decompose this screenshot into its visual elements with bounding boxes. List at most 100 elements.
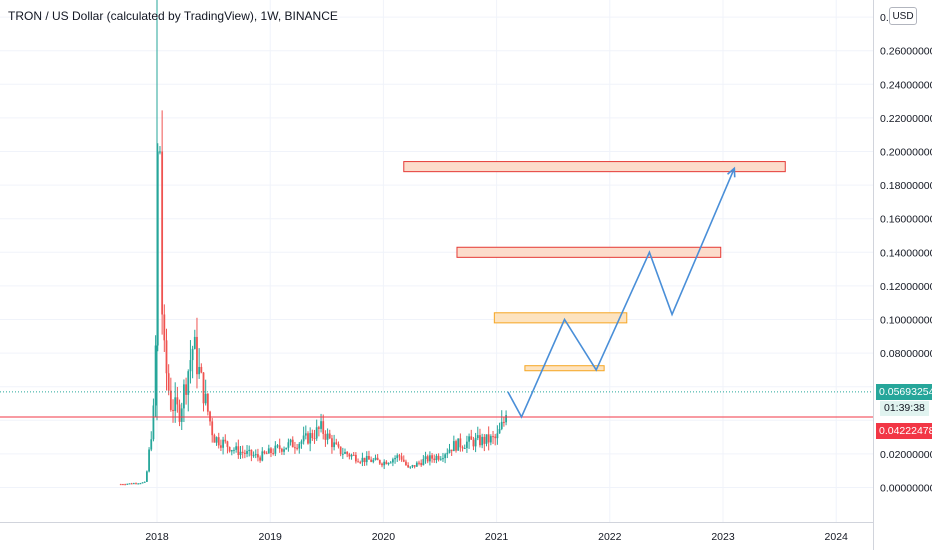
candle-body (313, 438, 316, 440)
candle-body (476, 435, 479, 439)
candle-body (428, 455, 431, 462)
candle-body (457, 438, 460, 451)
candle-body (178, 404, 181, 422)
candle-body (174, 397, 177, 412)
chart-title: TRON / US Dollar (calculated by TradingV… (8, 9, 338, 23)
candle-body (148, 449, 150, 472)
candle-body (165, 340, 168, 374)
candle-body (446, 452, 449, 455)
candle-body (483, 436, 486, 444)
candle-body (274, 445, 277, 454)
candle-body (472, 439, 475, 447)
candle-body (224, 439, 227, 442)
candle-body (322, 421, 325, 434)
candle-body (137, 483, 140, 485)
candle-body (257, 454, 259, 458)
candle-body (311, 433, 314, 439)
currency-button[interactable]: USD (889, 7, 917, 25)
candle-body (167, 373, 170, 391)
price-tick-label: 0.10000000 (880, 315, 932, 327)
last-price-tag: 0.05693254 (876, 383, 932, 400)
projection-arrow-head (727, 166, 736, 178)
price-zone (403, 161, 786, 173)
candle-body (505, 415, 507, 423)
candle-body (444, 454, 447, 459)
time-tick-label: 2023 (711, 531, 735, 543)
candle-body (187, 371, 190, 395)
candle-body (396, 455, 399, 459)
candle-body (252, 455, 255, 457)
candle-body (466, 441, 468, 449)
candle-body (169, 390, 172, 410)
candle-body (263, 451, 266, 454)
candle-body (254, 454, 257, 456)
candle-body (261, 451, 264, 461)
price-tick-label: 0.12000000 (880, 281, 932, 293)
candle-body (439, 458, 442, 460)
candle-body (389, 462, 392, 464)
candle-body (315, 427, 318, 439)
price-tick-label: 0.02000000 (880, 449, 932, 461)
candle-body (211, 421, 214, 436)
candle-body (452, 441, 455, 452)
candle-body (350, 454, 353, 457)
candle-body (209, 411, 211, 422)
candle-body (317, 427, 320, 429)
candle-body (370, 459, 373, 462)
candle-body (189, 360, 192, 372)
candle-body (141, 482, 144, 484)
countdown-timer: 01:39:38 (880, 400, 929, 416)
time-tick-label: 2022 (598, 531, 622, 543)
candle-body (426, 456, 429, 462)
candle-body (119, 484, 122, 486)
candle-body (398, 455, 401, 457)
candle-body (494, 436, 497, 439)
candle-body (196, 336, 198, 375)
candle-body (354, 454, 357, 462)
candle-body (402, 459, 405, 462)
candle-body (304, 433, 307, 436)
candle-body (474, 438, 477, 447)
candle-body (363, 457, 366, 463)
candle-body (331, 438, 333, 448)
candle-body (455, 441, 457, 451)
candle-body (387, 462, 390, 465)
candle-body (163, 314, 166, 341)
candle-body (246, 451, 248, 454)
candle-body (422, 458, 425, 466)
price-zone (524, 365, 605, 372)
candle-body (300, 441, 303, 444)
candle-body (265, 453, 268, 455)
candle-body (415, 462, 418, 467)
candle-body (250, 449, 253, 456)
candle-body (122, 484, 124, 486)
candle-body (344, 451, 346, 454)
candle-body (270, 448, 272, 453)
candle-body (372, 459, 375, 462)
time-tick-label: 2020 (372, 531, 396, 543)
price-tick-label: 0.16000000 (880, 214, 932, 226)
candle-body (130, 483, 133, 485)
candle-body (413, 465, 416, 467)
candle-body (161, 151, 164, 315)
candle-body (285, 447, 288, 450)
candle-body (365, 455, 368, 463)
candle-body (124, 484, 127, 486)
candle-body (200, 366, 203, 373)
candle-body (143, 481, 146, 483)
candle-body (185, 384, 187, 395)
candle-body (339, 446, 342, 455)
candle-body (368, 455, 370, 460)
candle-body (359, 462, 362, 464)
candle-body (150, 439, 153, 450)
candle-body (341, 453, 344, 455)
candle-body (302, 435, 305, 442)
candle-body (435, 455, 438, 461)
candle-body (235, 446, 238, 450)
candle-body (126, 483, 129, 485)
price-tick-label: 0.00000000 (880, 483, 932, 495)
price-tick-label: 0.20000000 (880, 147, 932, 159)
candle-body (278, 445, 281, 449)
